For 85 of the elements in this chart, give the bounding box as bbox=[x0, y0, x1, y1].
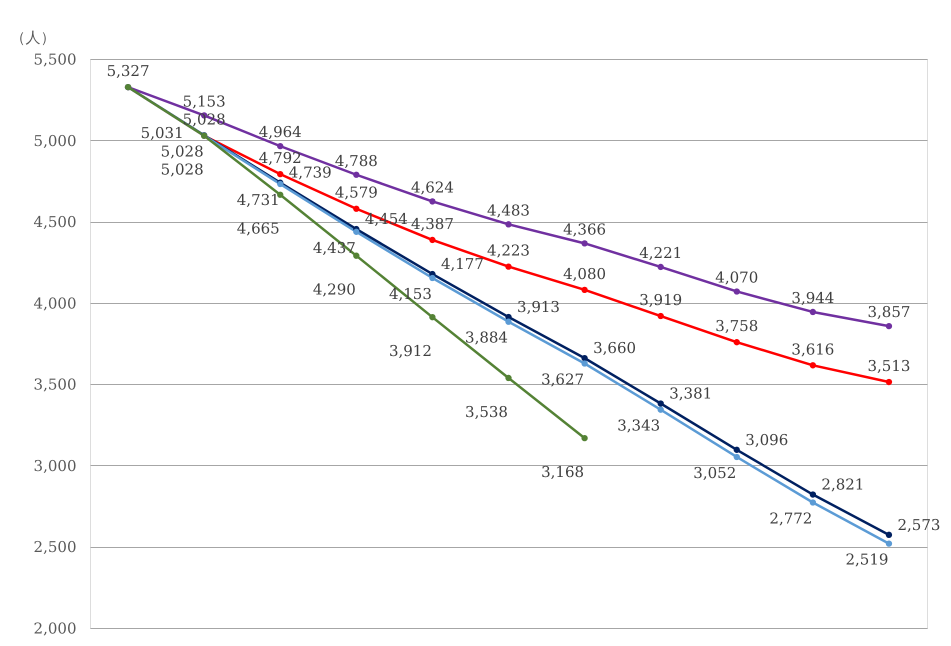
data-label: 3,168 bbox=[541, 463, 584, 482]
data-label: 4,964 bbox=[258, 123, 302, 142]
data-label: 5,028 bbox=[160, 142, 204, 161]
point bbox=[581, 354, 588, 362]
data-label: 5,028 bbox=[160, 160, 204, 179]
data-label: 3,913 bbox=[517, 298, 560, 316]
point bbox=[277, 192, 284, 198]
data-label: 4,731 bbox=[236, 191, 280, 210]
data-label: 3,912 bbox=[388, 342, 432, 360]
point bbox=[429, 198, 436, 205]
data-label: 4,080 bbox=[563, 264, 606, 283]
point bbox=[505, 318, 512, 325]
data-label: 3,538 bbox=[465, 402, 508, 421]
point bbox=[734, 446, 740, 453]
point bbox=[886, 378, 892, 386]
data-label: 5,031 bbox=[140, 124, 184, 142]
point bbox=[353, 206, 360, 212]
data-label: 2,519 bbox=[845, 550, 888, 569]
data-label: 3,616 bbox=[791, 340, 834, 358]
data-label: 4,665 bbox=[236, 220, 280, 238]
y-tick-label: 4,500 bbox=[34, 213, 76, 232]
point bbox=[277, 142, 284, 150]
point bbox=[581, 434, 588, 442]
data-label: 5,327 bbox=[106, 62, 150, 80]
data-label: 4,483 bbox=[487, 201, 530, 220]
data-label: 3,944 bbox=[791, 288, 834, 307]
point bbox=[734, 339, 740, 346]
data-label: 4,624 bbox=[410, 178, 454, 196]
data-label: 4,221 bbox=[639, 244, 682, 262]
y-tick-label: 3,500 bbox=[34, 376, 76, 394]
point bbox=[353, 172, 360, 178]
data-label: 3,343 bbox=[617, 416, 660, 435]
point bbox=[810, 362, 816, 368]
point bbox=[734, 288, 740, 295]
data-label: 4,223 bbox=[487, 242, 530, 260]
point bbox=[353, 228, 360, 235]
data-label: 4,070 bbox=[715, 268, 758, 286]
point bbox=[658, 400, 664, 407]
data-label: 3,381 bbox=[669, 384, 712, 402]
point bbox=[277, 170, 284, 178]
point bbox=[581, 286, 588, 294]
data-label: 4,290 bbox=[312, 280, 356, 299]
point bbox=[429, 274, 436, 282]
y-tick-label: 2,000 bbox=[34, 620, 76, 638]
data-label: 4,788 bbox=[334, 152, 378, 170]
point bbox=[505, 374, 512, 382]
point bbox=[581, 240, 588, 247]
data-label: 4,579 bbox=[334, 184, 378, 202]
data-label: 3,627 bbox=[541, 370, 584, 388]
point bbox=[658, 312, 664, 320]
data-label: 4,366 bbox=[563, 220, 606, 238]
data-label: 3,919 bbox=[639, 291, 682, 310]
point bbox=[429, 236, 436, 244]
y-axis-title: （人） bbox=[10, 28, 56, 46]
data-label: 5,153 bbox=[182, 92, 226, 110]
point bbox=[886, 532, 892, 538]
point bbox=[505, 221, 512, 228]
y-tick-label: 5,500 bbox=[34, 50, 76, 68]
point bbox=[810, 499, 816, 506]
data-label: 2,573 bbox=[897, 516, 940, 534]
y-tick-label: 3,000 bbox=[34, 456, 76, 475]
data-label: 3,884 bbox=[465, 328, 508, 347]
data-label: 3,052 bbox=[693, 464, 736, 482]
data-label: 2,821 bbox=[821, 476, 864, 494]
y-tick-label: 2,500 bbox=[34, 538, 76, 556]
point bbox=[810, 491, 816, 498]
point bbox=[886, 540, 892, 547]
point bbox=[886, 322, 892, 330]
data-label: 3,096 bbox=[745, 430, 788, 449]
data-label: 3,758 bbox=[715, 317, 758, 336]
point bbox=[429, 314, 436, 320]
data-label: 4,387 bbox=[410, 214, 454, 233]
data-label: 3,660 bbox=[593, 339, 636, 358]
data-label: 4,177 bbox=[440, 255, 484, 274]
point bbox=[505, 263, 512, 270]
data-label: 2,772 bbox=[769, 509, 812, 528]
point bbox=[734, 454, 740, 460]
data-label: 3,857 bbox=[867, 303, 910, 322]
y-tick-label: 4,000 bbox=[34, 294, 76, 312]
point bbox=[658, 264, 664, 270]
y-tick-label: 5,000 bbox=[34, 132, 76, 150]
point bbox=[658, 406, 664, 413]
point bbox=[810, 308, 816, 316]
point bbox=[581, 360, 588, 367]
data-label: 3,513 bbox=[867, 357, 910, 376]
